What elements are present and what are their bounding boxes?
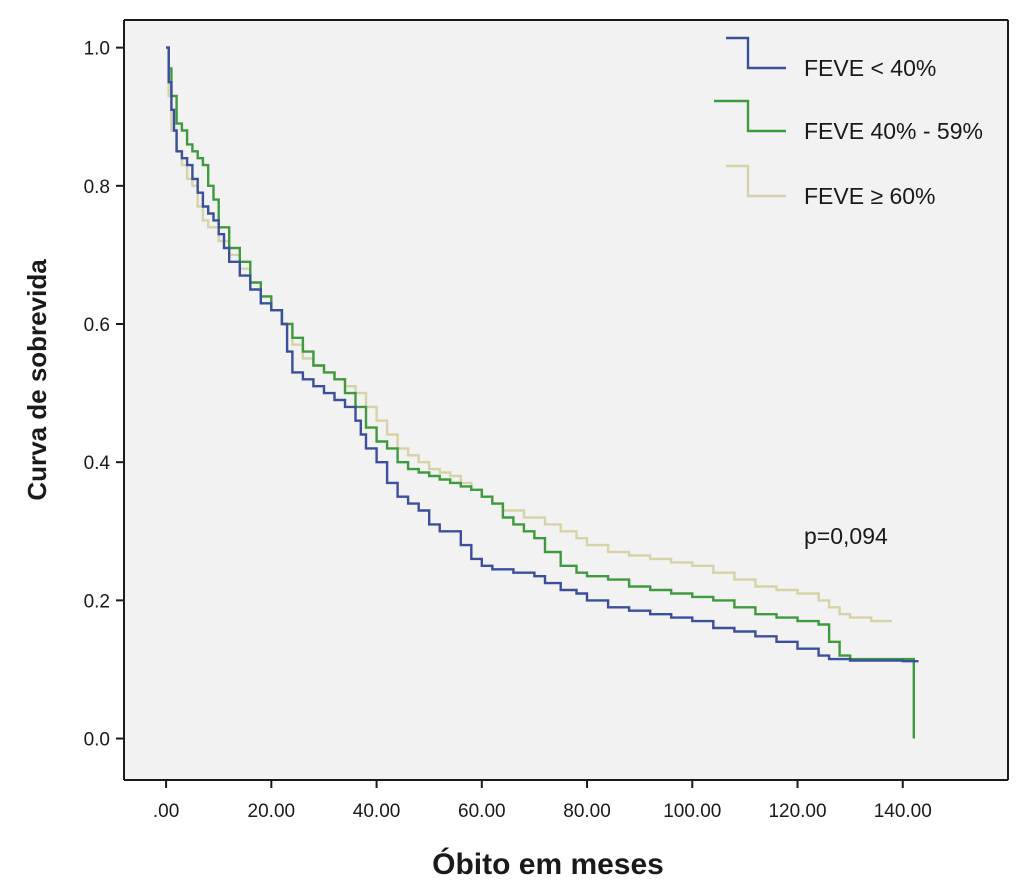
series-line-feve-40	[166, 46, 919, 663]
legend-swatch-feve-40-59	[714, 99, 786, 133]
y-tick-label: 0.8	[84, 177, 110, 198]
y-tick-label: 0.4	[84, 453, 111, 474]
x-tick-label: 140.00	[874, 801, 932, 822]
x-ticks: .00 20.00 40.00 60.00 80.00 100.00 120.00 140.0…	[153, 780, 932, 822]
legend: FEVE < 40% FEVE 40% - 59% FEVE ≥ 60%	[714, 36, 983, 209]
x-tick-label: 40.00	[353, 801, 401, 822]
plot-area	[124, 20, 1008, 780]
x-tick-label: 60.00	[458, 801, 506, 822]
y-tick-label: 0.2	[84, 591, 110, 612]
legend-label-feve-60: FEVE ≥ 60%	[804, 183, 936, 209]
y-axis-title: Curva de sobrevida	[22, 259, 52, 501]
x-tick-label: 20.00	[248, 801, 296, 822]
x-tick-label: 100.00	[663, 801, 721, 822]
y-ticks: 0.0 0.2 0.4 0.6 0.8 1.0	[84, 39, 124, 751]
y-tick-label: 0.6	[84, 315, 110, 336]
x-tick-label: 120.00	[768, 801, 826, 822]
series-line-feve-40-59	[166, 46, 915, 739]
x-tick-label: 80.00	[563, 801, 611, 822]
y-tick-label: 1.0	[84, 39, 110, 60]
series-layer	[166, 46, 919, 739]
legend-swatch-feve-40	[726, 36, 786, 70]
p-value-annotation: p=0,094	[804, 523, 888, 549]
legend-label-feve-40: FEVE < 40%	[804, 55, 936, 81]
x-axis-title: Óbito em meses	[432, 847, 664, 881]
x-tick-label: .00	[153, 801, 179, 822]
legend-label-feve-40-59: FEVE 40% - 59%	[804, 118, 983, 144]
y-tick-label: 0.0	[84, 730, 110, 751]
legend-swatch-feve-60	[726, 164, 786, 198]
